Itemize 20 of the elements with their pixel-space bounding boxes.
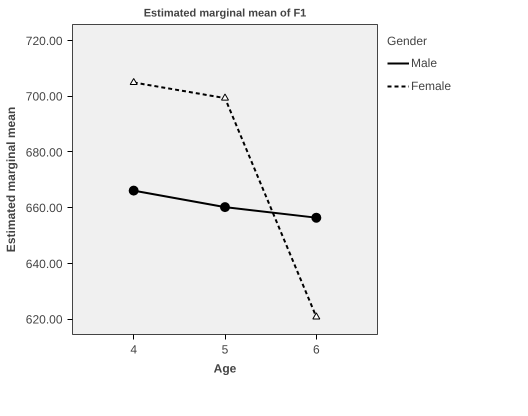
y-axis-title: Estimated marginal mean	[4, 106, 18, 252]
point	[221, 94, 229, 101]
x-tick-label: 5	[222, 342, 229, 356]
point	[311, 212, 322, 223]
legend-title: Gender	[387, 34, 428, 48]
y-tick-label: 700.00	[26, 90, 63, 104]
y-tick-label: 620.00	[26, 312, 63, 327]
point	[130, 78, 138, 86]
legend-label: Male	[411, 56, 438, 70]
y-tick-label: 680.00	[26, 145, 63, 160]
chart-title: Estimated marginal mean of F1	[144, 8, 306, 20]
point	[128, 186, 139, 196]
legend-label: Female	[411, 79, 452, 93]
y-tick-label: 660.00	[26, 201, 63, 216]
x-tick-label: 4	[130, 342, 138, 356]
x-axis-title: Age	[214, 362, 237, 376]
point	[220, 202, 230, 212]
x-tick-label: 6	[312, 342, 320, 356]
y-tick-label: 640.00	[26, 256, 63, 271]
y-tick-label: 720.00	[26, 34, 63, 48]
